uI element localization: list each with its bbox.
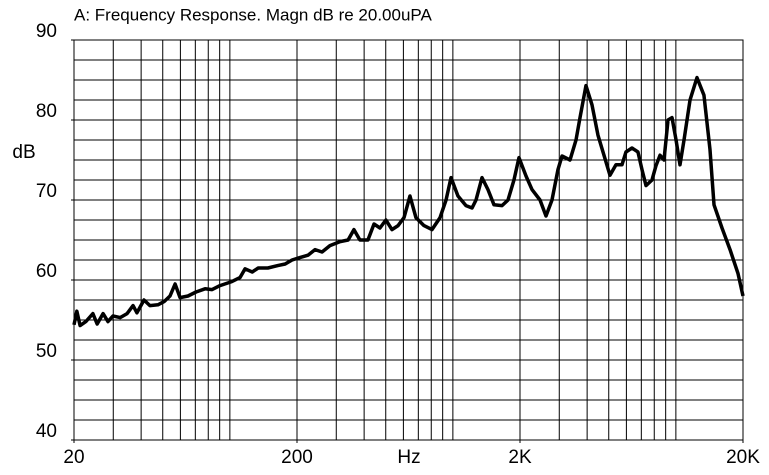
response-curve (72, 75, 745, 328)
y-tick-label: 50 (36, 341, 57, 362)
y-tick-label: 40 (36, 421, 57, 442)
x-axis-label: Hz (397, 447, 420, 468)
y-tick-label: 70 (36, 181, 57, 202)
chart-title: A: Frequency Response. Magn dB re 20.00u… (74, 5, 432, 24)
y-tick-label: 90 (36, 21, 57, 42)
x-tick-label: 2K (508, 447, 532, 468)
y-axis-label: dB (12, 142, 35, 163)
x-tick-label: 20 (63, 447, 84, 468)
y-tick-label: 80 (36, 101, 57, 122)
x-tick-label: 200 (281, 447, 313, 468)
y-tick-label: 60 (36, 261, 57, 282)
x-tick-label: 20K (726, 447, 760, 468)
plot-border (73, 39, 744, 441)
